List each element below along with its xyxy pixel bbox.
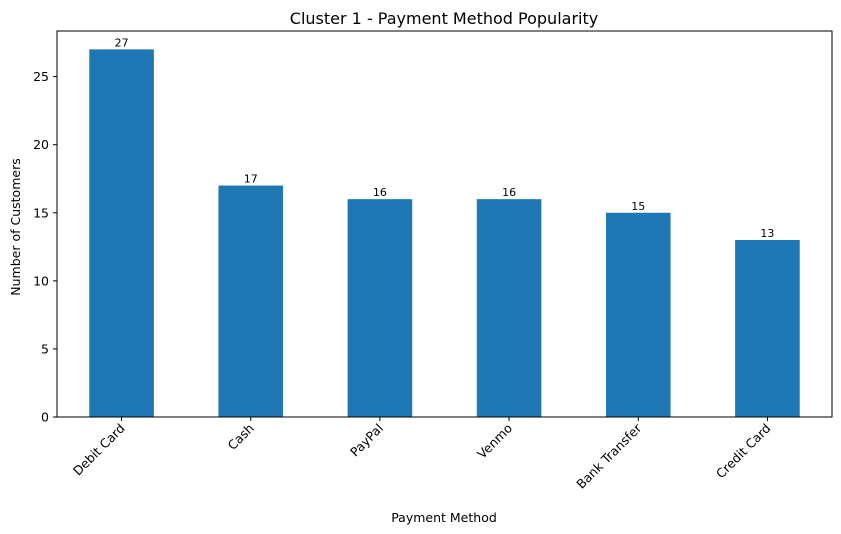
bar — [218, 185, 284, 417]
x-tick-label: Cash — [224, 421, 256, 453]
plot-frame — [56, 30, 833, 418]
y-tick-label: 15 — [33, 205, 49, 220]
x-tick-label: Venmo — [474, 421, 515, 462]
bar — [89, 49, 154, 417]
y-axis: 0 5 10 15 20 25 — [33, 69, 57, 425]
y-tick-label: 25 — [33, 69, 49, 84]
y-axis-label: Number of Customers — [8, 158, 23, 295]
bar — [476, 199, 542, 417]
chart-title: Cluster 1 - Payment Method Popularity — [290, 9, 598, 28]
bar — [735, 239, 800, 417]
bar-value-label: 16 — [373, 186, 387, 199]
y-tick-label: 0 — [41, 410, 49, 425]
y-tick-label: 20 — [33, 137, 49, 152]
y-tick-label: 10 — [33, 273, 49, 288]
y-tick-label: 5 — [41, 341, 49, 356]
bar — [605, 212, 671, 417]
x-axis: Debit Card Cash PayPal Venmo Bank Transfer Cr… — [70, 417, 774, 492]
x-tick-label: PayPal — [347, 421, 386, 460]
bar-value-label: 16 — [502, 186, 516, 199]
x-axis-label: Payment Method — [391, 510, 497, 525]
x-tick-label: Bank Transfer — [573, 420, 645, 492]
bar-value-label: 17 — [244, 173, 258, 186]
bars-group: 27 17 16 16 15 13 — [89, 36, 800, 417]
x-tick-label: Credit Card — [713, 421, 774, 482]
bar-value-label: 13 — [760, 227, 774, 240]
bar — [347, 199, 413, 417]
bar-value-label: 27 — [115, 36, 129, 49]
bar-value-label: 15 — [631, 200, 645, 213]
x-tick-label: Debit Card — [70, 421, 128, 479]
